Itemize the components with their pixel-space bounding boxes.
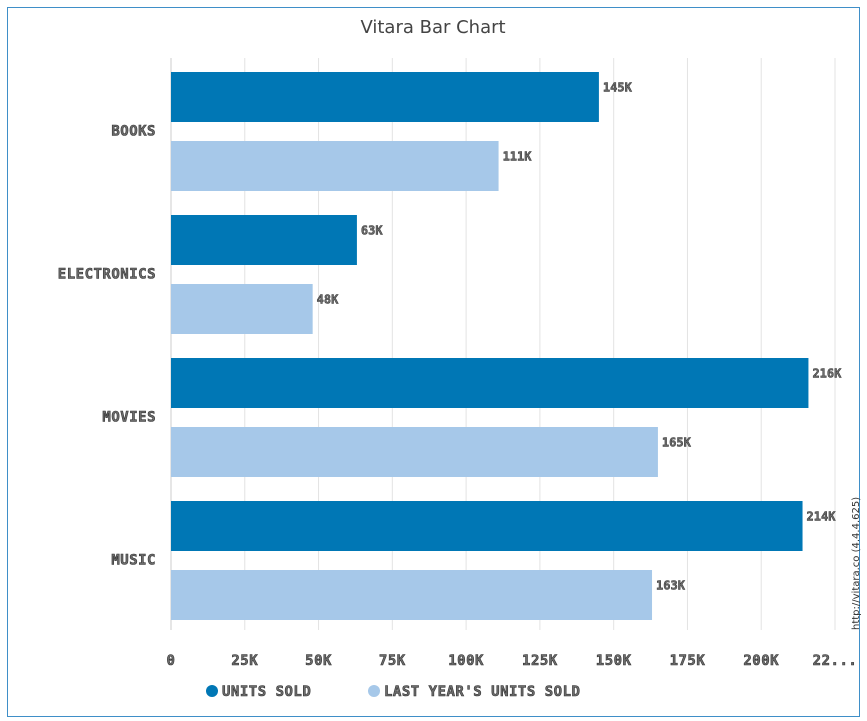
value-label: 145K <box>603 81 633 95</box>
legend-label: LAST YEAR'S UNITS SOLD <box>384 684 580 700</box>
legend-label: UNITS SOLD <box>222 684 311 700</box>
watermark: http://vitara.co (4.4.4.625) <box>851 497 862 630</box>
y-tick-label: MUSIC <box>111 553 156 569</box>
value-label: 214K <box>807 510 837 524</box>
bar <box>171 284 313 334</box>
value-label: 111K <box>503 150 533 164</box>
legend-marker <box>368 685 380 697</box>
x-tick-label: 125K <box>522 653 558 669</box>
x-tick-label: 0 <box>167 653 176 669</box>
x-tick-label: 50K <box>305 653 332 669</box>
bar <box>171 427 658 477</box>
value-label: 48K <box>317 293 339 307</box>
y-tick-label: ELECTRONICS <box>58 267 156 283</box>
x-tick-label: 200K <box>743 653 779 669</box>
x-tick-label: 22... <box>813 653 858 669</box>
x-tick-label: 75K <box>379 653 406 669</box>
x-tick-label: 150K <box>596 653 632 669</box>
x-tick-label: 25K <box>231 653 258 669</box>
chart-title: Vitara Bar Chart <box>360 17 505 38</box>
value-label: 63K <box>361 224 383 238</box>
value-label: 165K <box>662 436 692 450</box>
value-label: 216K <box>812 367 842 381</box>
bar <box>171 141 499 191</box>
x-tick-label: 175K <box>670 653 706 669</box>
bar <box>171 215 357 265</box>
x-tick-label: 100K <box>448 653 484 669</box>
bar <box>171 501 803 551</box>
y-tick-label: BOOKS <box>111 124 156 140</box>
bar <box>171 570 653 620</box>
y-tick-label: MOVIES <box>102 410 156 426</box>
legend-marker <box>206 685 218 697</box>
bar <box>171 358 809 408</box>
value-label: 163K <box>656 579 686 593</box>
bar <box>171 72 599 122</box>
